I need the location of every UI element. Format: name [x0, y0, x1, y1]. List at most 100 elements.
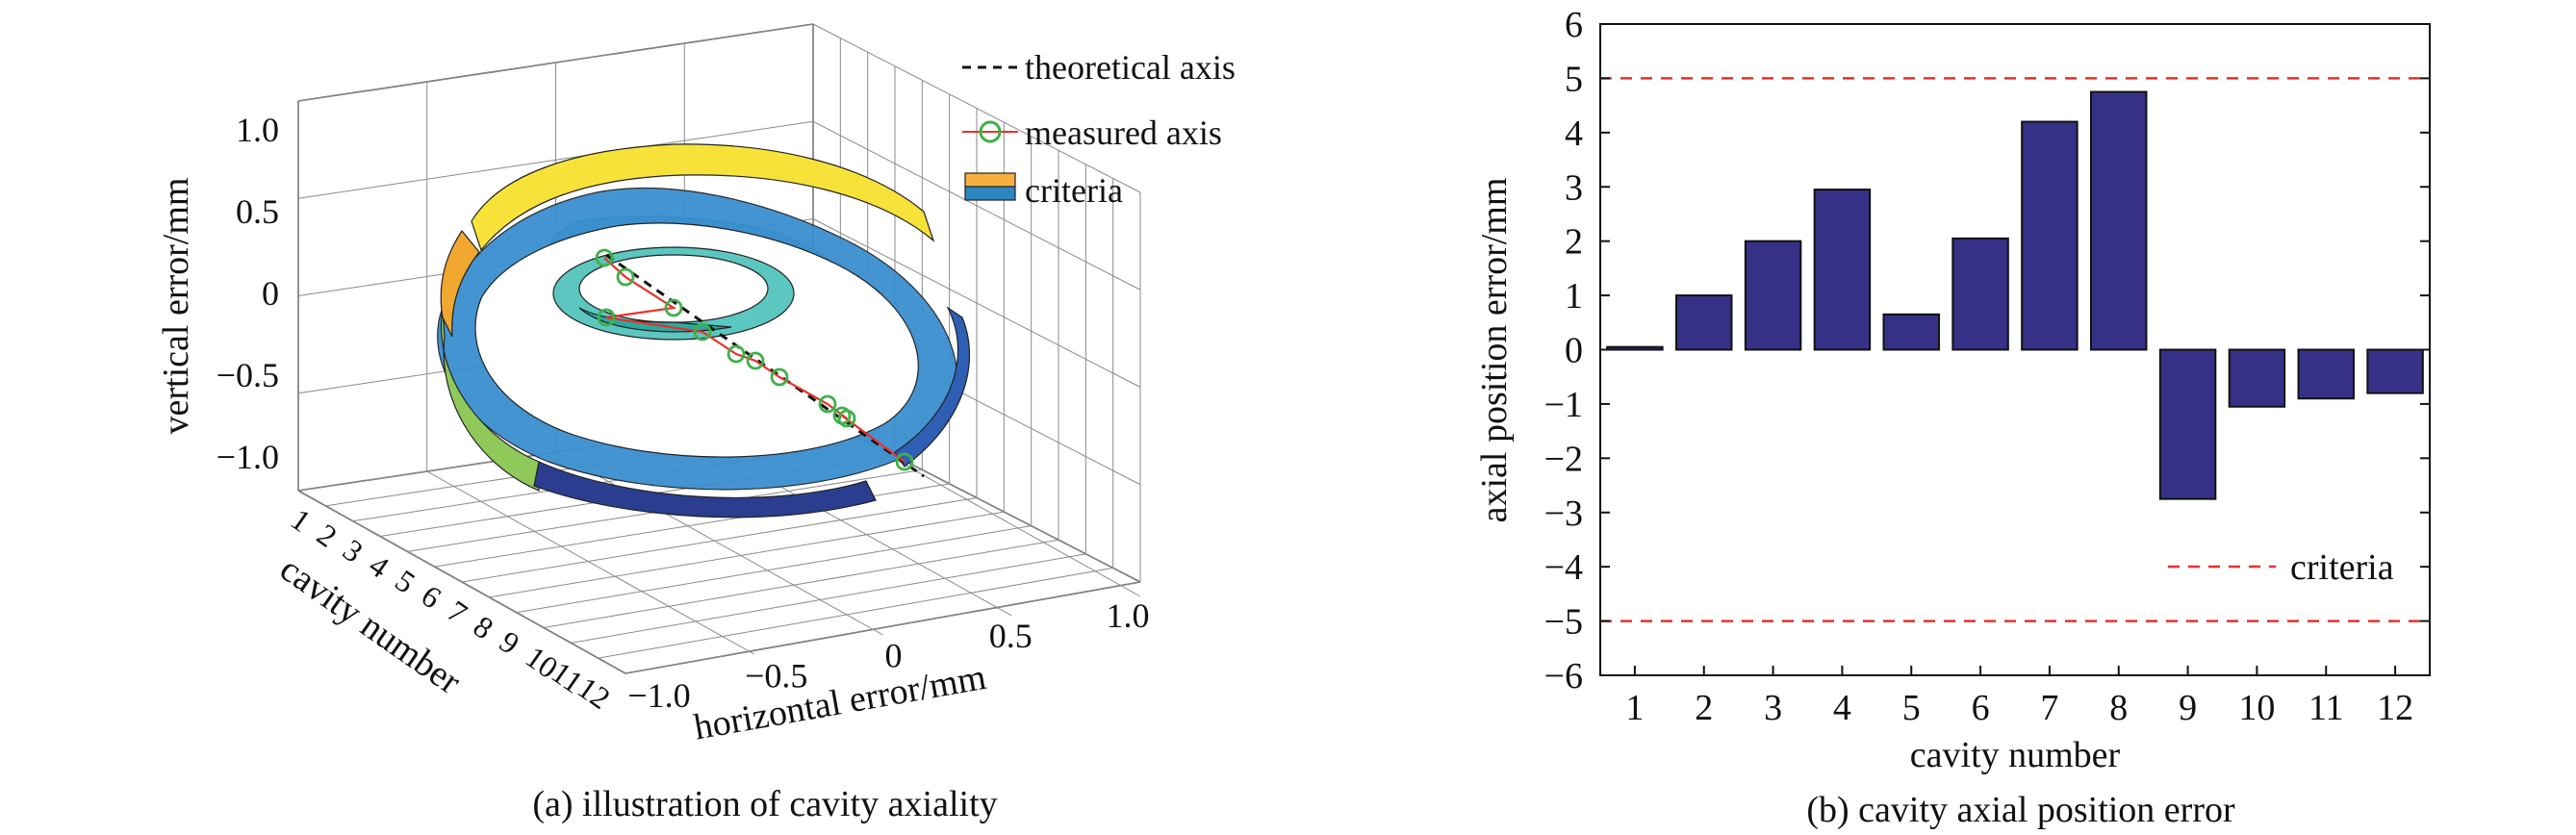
x-tick-label: −1.0 — [627, 676, 690, 715]
panel-a: 1.0 0.5 0 −0.5 −1.0 −1.0 −0.5 0 0.5 1.0 12345678… — [156, 23, 1236, 824]
measured-axis-marker — [818, 394, 837, 414]
measured-axis-marker — [595, 248, 614, 267]
floor-gridline — [543, 539, 1059, 628]
y-tick-label: 9 — [494, 624, 526, 662]
x-tick-label: 11 — [2308, 688, 2344, 728]
z-axis-label: vertical error/mm — [156, 178, 196, 435]
measured-axis-marker — [664, 298, 683, 317]
z-tick-label: 1.0 — [236, 111, 279, 149]
bar — [2297, 348, 2355, 400]
floor-gridline — [625, 581, 1141, 674]
x-tick-label: 0 — [885, 637, 903, 675]
y-tick-label: 4 — [363, 547, 395, 585]
x-axis-label-b: cavity number — [1910, 735, 2121, 775]
y-tick-label: 3 — [337, 532, 370, 569]
y-tick-label: 1 — [285, 501, 318, 539]
x-tick-label: 2 — [1695, 688, 1713, 728]
measured-axis-path — [603, 257, 905, 463]
floor-gridline — [461, 497, 978, 583]
legend-measured-marker — [979, 120, 1002, 143]
bar — [1675, 294, 1733, 351]
y-tick-label: 4 — [1565, 114, 1583, 154]
wall-gridline — [812, 218, 1141, 388]
floor-gridline — [297, 490, 626, 674]
z-tick-label: −0.5 — [217, 356, 279, 394]
measured-axis-marker — [746, 351, 765, 370]
y-tick-label: 5 — [1565, 59, 1583, 99]
bar — [1882, 313, 1940, 351]
x-tick-label: 8 — [2109, 688, 2128, 728]
legend-criteria-swatch-bottom — [964, 186, 1016, 201]
measured-axis-marker — [597, 308, 616, 327]
caption-a: (a) illustration of cavity axiality — [532, 784, 997, 824]
caption-b: (b) cavity axial position error — [1806, 790, 2235, 830]
z-tick-label: −1.0 — [217, 438, 279, 476]
x-tick-label: 7 — [2040, 688, 2058, 728]
y-tick-label: −5 — [1544, 602, 1583, 643]
x-tick-label: 12 — [2377, 688, 2413, 728]
bar — [2021, 120, 2079, 351]
legend-criteria-label: criteria — [1025, 171, 1123, 210]
legend-criteria-swatch-top — [964, 172, 1016, 188]
floor-gridline — [555, 451, 883, 636]
bar — [2158, 348, 2217, 500]
wall-gridline — [812, 23, 1141, 193]
bar — [1951, 237, 2009, 351]
y-tick-label: 6 — [1565, 5, 1583, 45]
y-tick-label: 2 — [1565, 222, 1583, 263]
x-tick-label: 6 — [1972, 688, 1990, 728]
y-tick-label: −1 — [1544, 385, 1583, 425]
x-tick-label: −0.5 — [745, 656, 807, 695]
legend-theoretical-label: theoretical axis — [1025, 48, 1236, 87]
x-ticks: 1 2 3 4 5 6 7 8 9 10 11 12 — [1625, 666, 2413, 728]
x-tick-labels: −1.0 −0.5 0 0.5 1.0 — [627, 596, 1149, 715]
legend-a: theoretical axis measured axis criteria — [962, 48, 1236, 210]
measured-axis-marker — [770, 367, 789, 387]
floor-gridline — [571, 553, 1086, 644]
legend-b-criteria-label: criteria — [2290, 547, 2394, 588]
x-tick-label: 10 — [2238, 688, 2275, 728]
bar — [2228, 348, 2286, 408]
measured-axis-marker — [832, 406, 852, 425]
y-tick-label: 7 — [442, 594, 474, 631]
y-tick-label: 8 — [468, 609, 500, 646]
y-tick-label: 3 — [1565, 167, 1583, 208]
x-tick-label: 1.0 — [1107, 596, 1150, 635]
x-tick-label: 9 — [2179, 688, 2197, 728]
y-tick-label: 0 — [1565, 331, 1583, 371]
z-tick-label: 0 — [262, 274, 279, 313]
bar — [1744, 240, 1802, 351]
floor-gridline — [598, 567, 1113, 659]
x-tick-label: 1 — [1625, 688, 1644, 728]
y-ticks: −6 −5 −4 −3 −2 −1 0 1 2 3 4 5 6 — [1544, 5, 2430, 696]
bar — [1813, 189, 1872, 351]
bar — [2366, 348, 2424, 394]
measured-axis-marker — [693, 322, 712, 342]
x-tick-label: 0.5 — [989, 617, 1033, 655]
y-tick-label: 6 — [415, 578, 447, 616]
criteria-lines — [1600, 77, 2430, 622]
x-tick-label: 4 — [1833, 688, 1851, 728]
z-tick-label: 0.5 — [236, 192, 279, 231]
y-tick-label: −4 — [1544, 547, 1583, 588]
floor-gridline — [516, 525, 1032, 614]
y-axis-label-b: axial position error/mm — [1474, 178, 1515, 523]
criteria-ribbons — [437, 143, 970, 519]
legend-b: criteria — [2168, 547, 2394, 588]
x-axis-label: horizontal error/mm — [691, 657, 989, 748]
measured-axis-line — [595, 248, 914, 471]
floor-gridline — [426, 470, 754, 655]
bar — [1606, 345, 1664, 351]
y-tick-label: −6 — [1544, 656, 1583, 696]
x-tick-label: 3 — [1764, 688, 1782, 728]
z-tick-labels: 1.0 0.5 0 −0.5 −1.0 — [217, 111, 279, 476]
floor-gridline — [489, 511, 1005, 598]
y-tick-label: 2 — [311, 517, 344, 554]
y-tick-label: −3 — [1544, 493, 1583, 534]
bars — [1606, 90, 2424, 500]
wall-gridline — [812, 120, 1141, 291]
measured-axis-marker — [616, 267, 635, 287]
theoretical-axis-line — [605, 253, 925, 478]
legend-measured-label: measured axis — [1025, 114, 1222, 152]
